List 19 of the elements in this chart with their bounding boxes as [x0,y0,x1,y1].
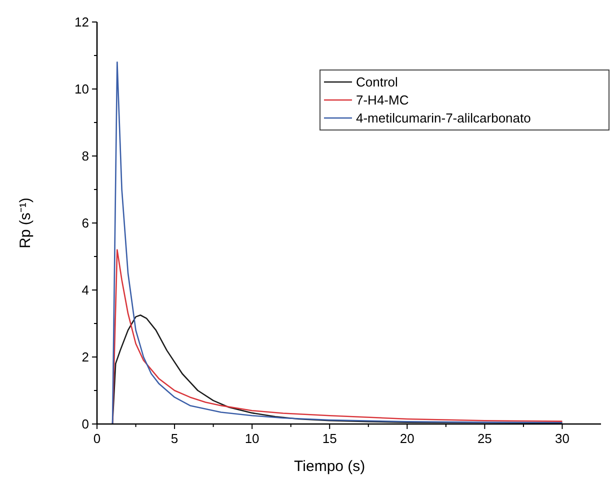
y-tick-label: 2 [82,350,89,364]
x-axis-title: Tiempo (s) [294,458,366,475]
legend-label: Control [356,74,398,90]
y-axis-title: Rp (s⁻¹) [17,198,34,248]
y-tick-label: 0 [82,416,89,432]
y-tick-label: 4 [82,282,89,298]
x-tick-label: 5 [170,431,178,446]
x-tick-label: 10 [244,431,260,446]
x-tick-label: 15 [322,431,337,446]
y-tick-label: 6 [82,216,89,230]
x-tick-label: 30 [554,431,570,446]
y-tick-label: 12 [74,14,89,30]
y-tick-label: 8 [82,148,89,164]
x-tick-label: 25 [477,431,492,446]
x-tick-label: 20 [400,431,414,446]
y-tick-label: 10 [74,82,89,96]
x-tick-label: 0 [93,431,101,446]
legend-label: 7-H4-MC [356,92,409,108]
legend-label: 4-metilcumarin-7-alilcarbonato [356,110,531,126]
